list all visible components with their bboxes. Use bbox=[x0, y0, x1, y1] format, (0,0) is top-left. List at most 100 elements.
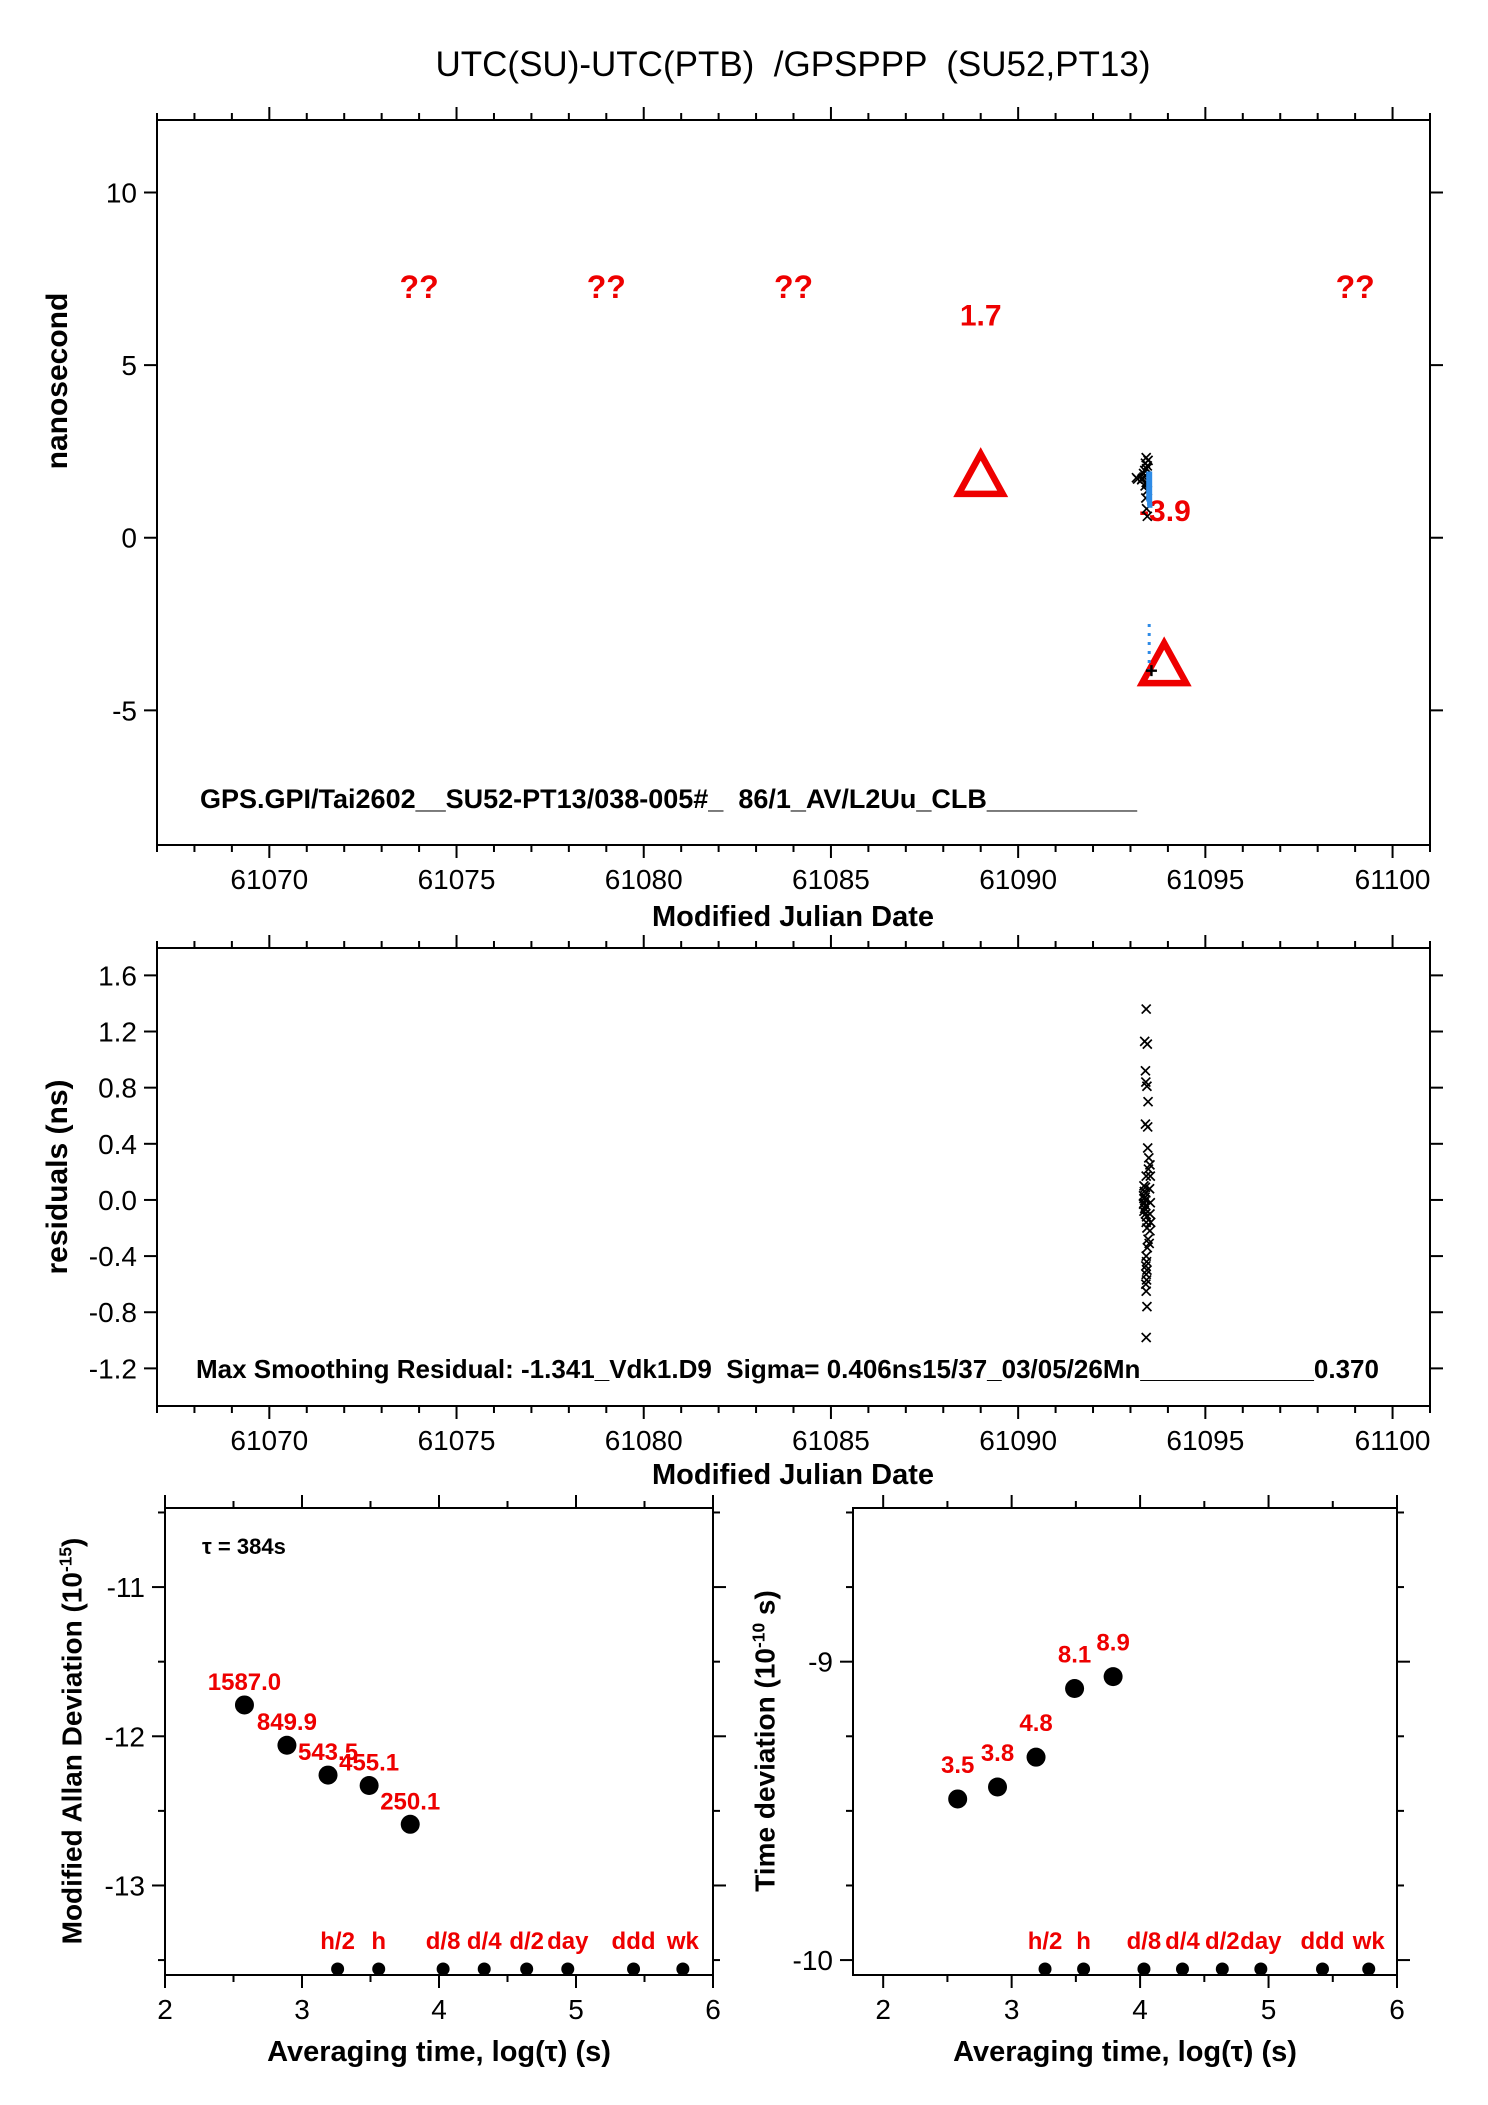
p3-time-marker-label: wk bbox=[666, 1928, 700, 1955]
p3-xtick-label: 3 bbox=[294, 1994, 310, 2025]
p3-xtick-label: 2 bbox=[157, 1994, 173, 2025]
p1-series-steer-triangles bbox=[953, 447, 1192, 687]
p4-point-label: 3.5 bbox=[941, 1752, 974, 1779]
p1-ytick-label: -5 bbox=[112, 695, 137, 726]
p3-point bbox=[400, 1814, 420, 1834]
p3-time-marker-label: d/4 bbox=[467, 1928, 502, 1955]
panel3-x-axis-title: Averaging time, log(τ) (s) bbox=[267, 2036, 611, 2068]
p1-frame bbox=[156, 119, 1431, 846]
panel4-y-title-text: Time deviation (10 bbox=[749, 1647, 781, 1892]
p4-panel: 2 3 4 5 6 -9 -10 3.5 3.84.8 8.1 8.9 h/2 h d/8 d/4 d/2 da… bbox=[793, 1495, 1410, 2025]
p2-xtick-label: 61095 bbox=[1166, 1425, 1244, 1456]
p1-xtick-label: 61090 bbox=[979, 864, 1057, 895]
p3-ytick-label: -12 bbox=[105, 1721, 145, 1752]
p4-xtick-label: 4 bbox=[1132, 1994, 1148, 2025]
p3-xtick-label: 4 bbox=[431, 1994, 447, 2025]
p4-point bbox=[988, 1777, 1008, 1797]
question-mark-label: ?? bbox=[774, 269, 813, 305]
p4-xtick-label: 6 bbox=[1389, 1994, 1405, 2025]
p4-time-marker-label: d/2 bbox=[1205, 1928, 1240, 1955]
panel3-y-title-exponent: -15 bbox=[55, 1546, 76, 1573]
p4-time-markers: h/2 h d/8 d/4 d/2 day ddd wk bbox=[1028, 1928, 1386, 1976]
p3-point bbox=[318, 1765, 338, 1785]
p4-point bbox=[1065, 1679, 1085, 1699]
p1-ticks bbox=[144, 107, 1443, 858]
p4-time-marker-label: h/2 bbox=[1028, 1928, 1063, 1955]
p4-point-label: 8.1 bbox=[1058, 1642, 1091, 1669]
p3-time-marker-label: ddd bbox=[612, 1928, 656, 1955]
p2-xtick-label: 61085 bbox=[792, 1425, 870, 1456]
p2-ytick-label: 0.0 bbox=[98, 1185, 137, 1216]
p2-xtick-label: 61080 bbox=[605, 1425, 683, 1456]
p4-time-marker-label: d/4 bbox=[1165, 1928, 1200, 1955]
p4-xtick-label: 3 bbox=[1004, 1994, 1020, 2025]
p4-ytick-label: -10 bbox=[793, 1945, 833, 1976]
p2-ticks bbox=[144, 935, 1443, 1419]
p4-point-label: 3.8 bbox=[981, 1740, 1014, 1767]
panel4-y-title-exponent: -10 bbox=[748, 1622, 769, 1648]
p4-data-points: 3.5 3.84.8 8.1 8.9 bbox=[941, 1630, 1130, 1809]
p4-point bbox=[1103, 1667, 1123, 1687]
panel3-y-title-close: ) bbox=[56, 1537, 88, 1547]
p4-xtick-label: 5 bbox=[1261, 1994, 1277, 2025]
panel3-tau-annotation: τ = 384s bbox=[202, 1534, 286, 1559]
p1-xtick-label: 61070 bbox=[230, 864, 308, 895]
p3-point bbox=[359, 1776, 379, 1796]
p1-xtick-label: 61100 bbox=[1355, 864, 1431, 895]
p3-time-marker-label: d/2 bbox=[509, 1928, 544, 1955]
p2-xtick-label: 61075 bbox=[418, 1425, 496, 1456]
p3-point-label: 849.9 bbox=[257, 1709, 317, 1736]
p2-xtick-label: 61090 bbox=[979, 1425, 1057, 1456]
p4-point-label: 8.9 bbox=[1096, 1630, 1129, 1657]
panel3-y-title-text: Modified Allan Deviation (10 bbox=[56, 1572, 88, 1945]
p4-point bbox=[948, 1789, 968, 1809]
p4-time-marker-label: d/8 bbox=[1127, 1928, 1162, 1955]
p1-value-label: 1.7 bbox=[960, 300, 1002, 333]
p2-ytick-label: -1.2 bbox=[89, 1353, 137, 1384]
p3-time-marker-label: day bbox=[547, 1928, 589, 1955]
p3-frame bbox=[164, 1507, 714, 1976]
p3-time-marker-label: h/2 bbox=[320, 1928, 355, 1955]
p3-point bbox=[277, 1735, 297, 1755]
p2-xtick-label: 61100 bbox=[1355, 1425, 1431, 1456]
p3-point-label: 250.1 bbox=[380, 1788, 440, 1815]
p1-series-smoothed-dots bbox=[1147, 500, 1153, 508]
p2-ytick-label: 1.2 bbox=[98, 1017, 137, 1048]
question-mark-label: ?? bbox=[587, 269, 626, 305]
p1-xtick-label: 61095 bbox=[1166, 864, 1244, 895]
p3-point-label: 1587.0 bbox=[208, 1669, 281, 1696]
p1-xtick-label: 61075 bbox=[418, 864, 496, 895]
p3-ytick-label: -13 bbox=[105, 1870, 145, 1901]
p4-time-marker-label: wk bbox=[1352, 1928, 1386, 1955]
p3-xtick-label: 5 bbox=[568, 1994, 584, 2025]
p4-ytick-label: -9 bbox=[808, 1647, 833, 1678]
panel4-y-axis-title: Time deviation (10-10 s) bbox=[748, 1590, 781, 1892]
p3-xtick-label: 6 bbox=[705, 1994, 721, 2025]
p4-time-marker-label: h bbox=[1076, 1928, 1091, 1955]
p4-frame bbox=[852, 1507, 1398, 1976]
p3-time-marker-label: d/8 bbox=[426, 1928, 461, 1955]
p3-time-marker-label: h bbox=[371, 1928, 386, 1955]
panel1-annotation: GPS.GPI/Tai2602__SU52-PT13/038-005#_ 86/… bbox=[200, 784, 1138, 814]
panel1-y-axis-title: nanosecond bbox=[41, 292, 74, 470]
figure-title: UTC(SU)-UTC(PTB) /GPSPPP (SU52,PT13) bbox=[435, 45, 1151, 84]
p3-point-label: 455.1 bbox=[339, 1750, 399, 1777]
p2-ytick-label: 0.4 bbox=[98, 1129, 137, 1160]
p2-ytick-label: -0.8 bbox=[89, 1297, 137, 1328]
p1-ytick-label: 5 bbox=[121, 350, 137, 381]
p2-ytick-label: 0.8 bbox=[98, 1073, 137, 1104]
panel2-y-axis-title: residuals (ns) bbox=[41, 1079, 74, 1275]
panel2-x-axis-title: Modified Julian Date bbox=[652, 1459, 934, 1491]
p4-time-marker-label: ddd bbox=[1301, 1928, 1345, 1955]
p1-series-plus-point bbox=[1145, 665, 1157, 677]
p3-ytick-label: -11 bbox=[107, 1572, 145, 1603]
p1-xtick-label: 61085 bbox=[792, 864, 870, 895]
p4-point bbox=[1026, 1747, 1046, 1767]
p4-time-marker-label: day bbox=[1240, 1928, 1282, 1955]
panel4-x-axis-title: Averaging time, log(τ) (s) bbox=[953, 2036, 1297, 2068]
p1-xtick-label: 61080 bbox=[605, 864, 683, 895]
p3-time-markers: h/2 h d/8 d/4 d/2 day ddd wk bbox=[320, 1928, 700, 1976]
